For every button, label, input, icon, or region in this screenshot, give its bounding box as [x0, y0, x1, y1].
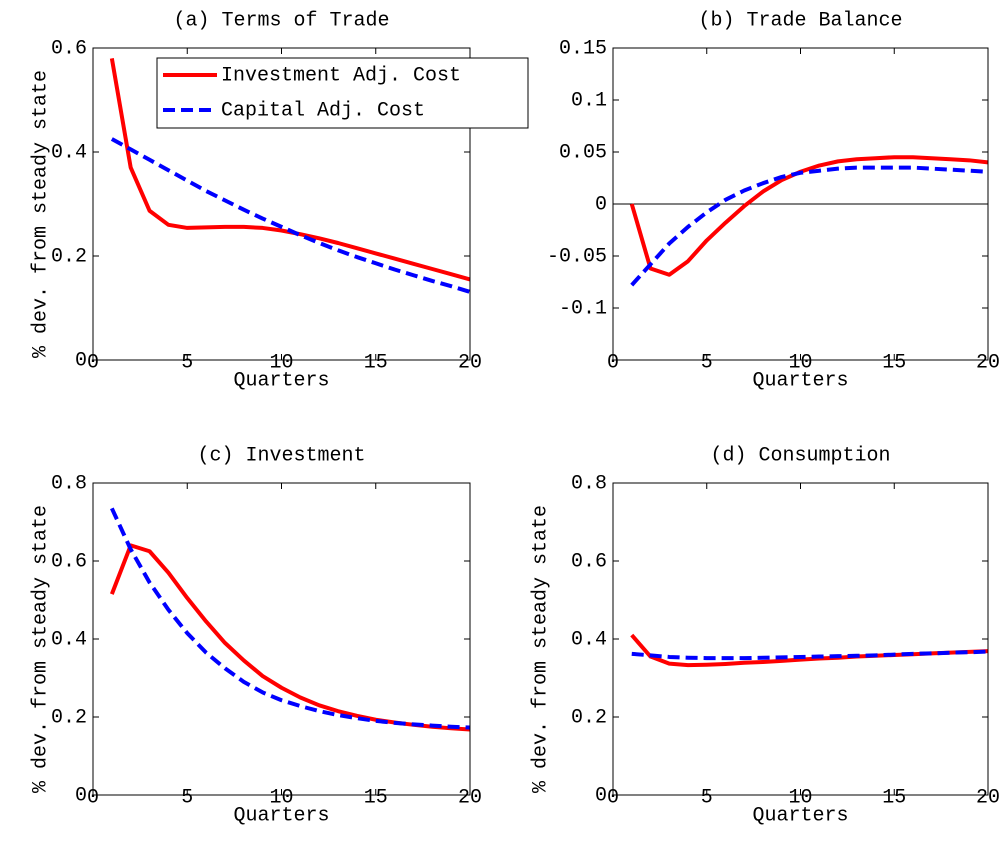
x-tick-label: 15: [882, 786, 906, 809]
chart-title: (b) Trade Balance: [698, 9, 902, 32]
y-tick-label: 0.1: [571, 89, 607, 112]
x-tick-label: 15: [364, 786, 388, 809]
y-tick-label: 0.05: [559, 141, 607, 164]
axes-box: [92, 482, 471, 796]
y-tick-label: 0.4: [51, 628, 87, 651]
x-tick-label: 0: [607, 786, 619, 809]
x-tick-label: 5: [701, 351, 713, 374]
chart-title: (d) Consumption: [710, 444, 890, 467]
x-tick-label: 5: [181, 786, 193, 809]
legend-label: Capital Adj. Cost: [221, 99, 425, 122]
axes-box: [92, 47, 471, 361]
y-tick-label: -0.1: [559, 297, 607, 320]
x-axis-label: Quarters: [233, 804, 329, 827]
y-tick-label: 0.2: [51, 245, 87, 268]
x-tick-label: 20: [976, 786, 1000, 809]
x-tick-label: 10: [269, 351, 293, 374]
series-line: [630, 633, 988, 668]
y-tick-label: 0.2: [51, 706, 87, 729]
legend-label: Investment Adj. Cost: [221, 64, 461, 87]
y-axis-label: % dev. from steady state: [29, 70, 52, 358]
chart-title: (a) Terms of Trade: [173, 9, 389, 32]
x-tick-label: 0: [87, 351, 99, 374]
x-tick-label: 10: [788, 351, 812, 374]
x-axis-label: Quarters: [752, 369, 848, 392]
y-tick-label: 0: [75, 784, 87, 807]
axes-box: [612, 482, 989, 796]
series-line: [109, 543, 470, 732]
x-tick-label: 5: [701, 786, 713, 809]
y-tick-label: 0: [595, 193, 607, 216]
axes-box: [612, 47, 989, 361]
y-tick-label: 0.4: [571, 628, 607, 651]
y-axis-label: % dev. from steady state: [529, 505, 552, 793]
y-tick-label: 0: [595, 784, 607, 807]
series-line: [110, 137, 470, 294]
chart-title: (c) Investment: [197, 444, 365, 467]
x-tick-label: 5: [181, 351, 193, 374]
series-line: [631, 649, 988, 661]
y-tick-label: 0.15: [559, 37, 607, 60]
series-line: [629, 155, 988, 277]
y-tick-label: 0.2: [571, 706, 607, 729]
x-tick-label: 0: [607, 351, 619, 374]
y-tick-label: 0.6: [571, 550, 607, 573]
legend-box: [156, 57, 529, 129]
x-tick-label: 10: [788, 786, 812, 809]
y-tick-label: 0.8: [51, 472, 87, 495]
x-tick-label: 15: [882, 351, 906, 374]
y-tick-label: -0.05: [547, 245, 607, 268]
x-tick-label: 20: [458, 786, 482, 809]
y-tick-label: 0: [75, 349, 87, 372]
x-tick-label: 20: [458, 351, 482, 374]
y-tick-label: 0.4: [51, 141, 87, 164]
y-tick-label: 0.6: [51, 37, 87, 60]
y-tick-label: 0.6: [51, 550, 87, 573]
y-tick-label: 0.8: [571, 472, 607, 495]
x-tick-label: 20: [976, 351, 1000, 374]
series-line: [110, 507, 470, 730]
x-tick-label: 0: [87, 786, 99, 809]
x-tick-label: 10: [269, 786, 293, 809]
series-line: [630, 165, 988, 287]
x-tick-label: 15: [364, 351, 388, 374]
x-axis-label: Quarters: [752, 804, 848, 827]
x-axis-label: Quarters: [233, 369, 329, 392]
y-axis-label: % dev. from steady state: [29, 505, 52, 793]
